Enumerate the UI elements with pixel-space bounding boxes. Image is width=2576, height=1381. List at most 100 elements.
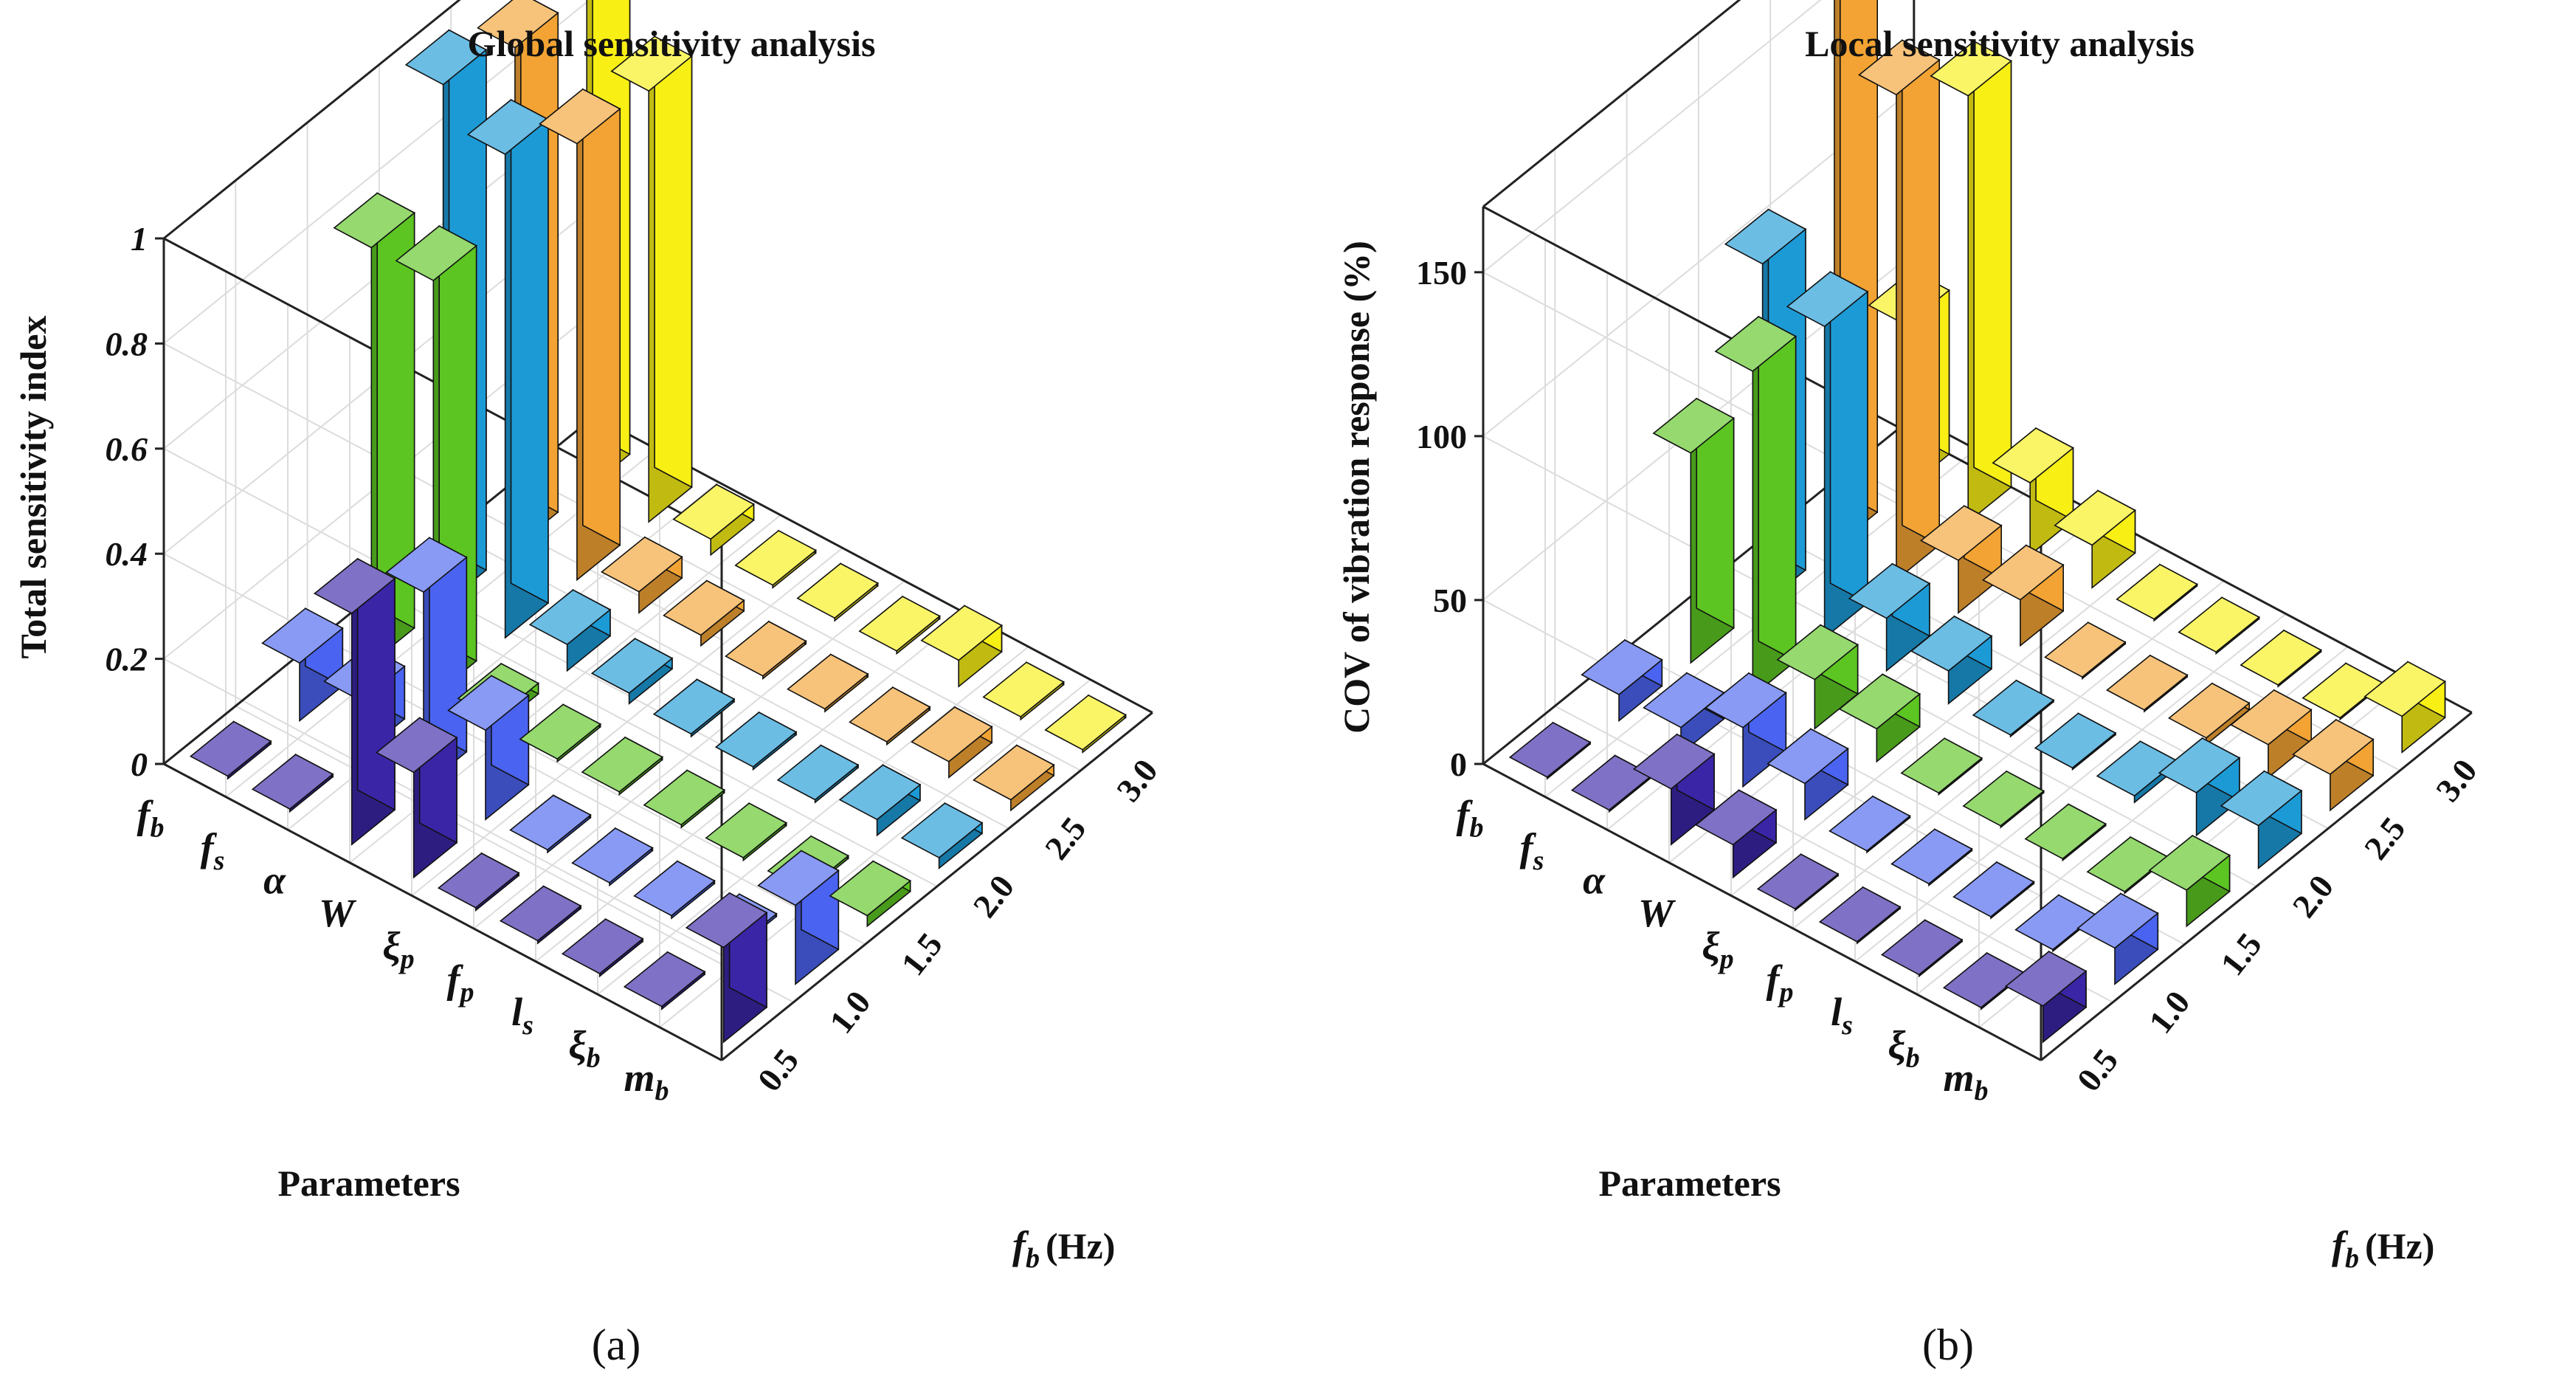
z-tick-label: 50 bbox=[1433, 582, 1467, 619]
parameter-tick-label: fb bbox=[1457, 792, 1484, 843]
frequency-tick-label: 3.0 bbox=[1109, 752, 1165, 809]
bar bbox=[561, 917, 644, 978]
bar bbox=[1714, 315, 1798, 698]
bar bbox=[509, 794, 592, 854]
parameter-tick-label: mb bbox=[1943, 1055, 1988, 1106]
bar bbox=[787, 653, 869, 713]
parameter-tick-label: fs bbox=[1520, 825, 1544, 876]
frequency-tick-label: 1.0 bbox=[822, 984, 878, 1041]
z-tick-label: 0 bbox=[1450, 745, 1467, 783]
z-axis-title: COV of vibration response (%) bbox=[1336, 241, 1377, 734]
parameter-tick-label: W bbox=[1638, 891, 1677, 935]
bar bbox=[1910, 615, 1993, 705]
bar bbox=[2363, 661, 2446, 754]
bar bbox=[663, 579, 745, 647]
bar bbox=[623, 951, 706, 1010]
bar bbox=[1818, 886, 1902, 945]
bar bbox=[2034, 712, 2117, 771]
bar bbox=[1858, 39, 1941, 582]
bar bbox=[519, 703, 602, 763]
z-tick-labels: 0 50 100 150 bbox=[1416, 254, 1483, 783]
bar bbox=[610, 35, 693, 523]
bar bbox=[528, 588, 612, 672]
bar bbox=[1767, 728, 1849, 821]
bar bbox=[313, 557, 396, 846]
parameter-tick-label: fs bbox=[201, 825, 225, 876]
panel-label-b: (b) bbox=[1922, 1320, 1974, 1369]
frequency-tick-label: 3.0 bbox=[2428, 752, 2485, 809]
frequency-tick-label: 0.5 bbox=[2070, 1041, 2126, 1098]
z-tick-label: 100 bbox=[1416, 418, 1467, 455]
bar bbox=[796, 562, 879, 622]
bar bbox=[911, 706, 993, 779]
z-axis-title: Total sensitivity index bbox=[13, 316, 54, 659]
bar bbox=[900, 802, 984, 869]
bar bbox=[1756, 853, 1840, 912]
bar bbox=[757, 850, 840, 985]
parameter-tick-label: fb bbox=[137, 792, 165, 843]
frequency-tick-label: 2.0 bbox=[2285, 868, 2341, 925]
bar bbox=[2054, 489, 2136, 589]
frequency-axis-title: fb (Hz) bbox=[2332, 1223, 2434, 1274]
z-tick-label: 1 bbox=[131, 220, 148, 258]
panel-label-a: (a) bbox=[592, 1320, 641, 1369]
bars bbox=[1508, 0, 2446, 1044]
frequency-tick-label: 1.5 bbox=[2213, 926, 2269, 982]
z-tick-label: 0.6 bbox=[106, 430, 148, 468]
bar bbox=[1848, 562, 1931, 672]
bar bbox=[2116, 563, 2198, 622]
parameter-tick-label: fp bbox=[1767, 957, 1794, 1008]
bar bbox=[714, 711, 798, 771]
bar bbox=[776, 744, 860, 804]
bar bbox=[1838, 673, 1921, 763]
bar bbox=[1829, 795, 1911, 854]
parameter-tick-label: ξb bbox=[1888, 1023, 1919, 1074]
bar bbox=[829, 860, 912, 928]
z-tick-label: 0 bbox=[131, 745, 148, 783]
parameter-axis-title: Parameters bbox=[1598, 1163, 1781, 1204]
bar bbox=[2148, 834, 2231, 928]
bar bbox=[643, 769, 726, 829]
parameter-tick-label: α bbox=[263, 858, 286, 903]
frequency-tick-label: 2.5 bbox=[1037, 810, 1094, 867]
bar bbox=[1632, 733, 1716, 846]
bar bbox=[1982, 544, 2065, 647]
bar bbox=[672, 483, 755, 557]
z-tick-label: 150 bbox=[1416, 254, 1467, 292]
bar bbox=[705, 802, 788, 862]
parameter-axis-title: Parameters bbox=[277, 1163, 460, 1204]
bar bbox=[2044, 621, 2127, 681]
frequency-tick-label: 2.5 bbox=[2357, 810, 2413, 867]
parameter-tick-label: ξp bbox=[1702, 924, 1733, 975]
bar bbox=[734, 529, 817, 589]
bar bbox=[1694, 789, 1778, 879]
bar bbox=[1972, 679, 2055, 738]
bar bbox=[982, 661, 1065, 721]
bar bbox=[1930, 40, 2012, 523]
bar bbox=[601, 536, 683, 614]
bar bbox=[447, 675, 530, 821]
chart-title: Local sensitivity analysis bbox=[1805, 23, 2195, 64]
bar bbox=[499, 885, 582, 945]
bar bbox=[581, 736, 664, 796]
bars bbox=[189, 0, 1127, 1044]
parameter-tick-label: ls bbox=[511, 990, 533, 1041]
bar bbox=[2292, 718, 2375, 812]
parameter-tick-label: ls bbox=[1831, 990, 1853, 1041]
bar bbox=[2220, 770, 2303, 869]
bar bbox=[2240, 629, 2322, 688]
bar bbox=[1044, 694, 1127, 754]
bar bbox=[2178, 596, 2260, 655]
bar bbox=[1705, 672, 1787, 788]
bar bbox=[571, 827, 654, 887]
z-tick-labels: 0 0.2 0.4 0.6 0.8 1 bbox=[106, 220, 164, 783]
parameter-tick-label: ξp bbox=[382, 924, 414, 975]
bar bbox=[437, 852, 520, 912]
z-tick-label: 0.2 bbox=[106, 641, 148, 678]
bar bbox=[1890, 828, 1973, 887]
bar bbox=[1920, 504, 2003, 614]
bar bbox=[1900, 737, 1983, 796]
